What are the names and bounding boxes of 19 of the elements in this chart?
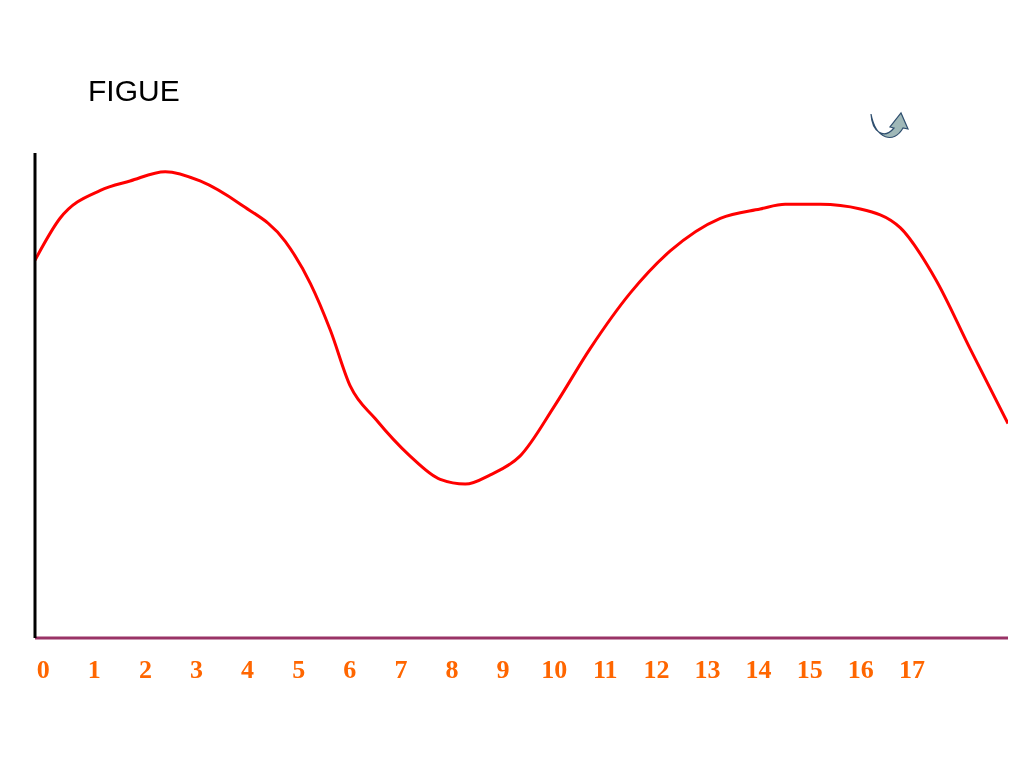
x-tick-label: 3 (189, 655, 203, 685)
x-tick-label: 13 (694, 655, 721, 685)
x-tick-label: 8 (445, 655, 459, 685)
x-tick-label: 11 (593, 655, 618, 685)
x-tick-label: 5 (292, 655, 306, 685)
x-tick-label: 16 (847, 655, 874, 685)
x-tick-label: 4 (241, 655, 255, 685)
x-tick-label: 6 (343, 655, 357, 685)
x-tick-label: 12 (643, 655, 670, 685)
x-tick-label: 0 (36, 655, 50, 685)
x-tick-label: 17 (898, 655, 925, 685)
x-tick-label: 9 (496, 655, 510, 685)
x-tick-label: 15 (796, 655, 823, 685)
x-tick-label: 14 (745, 655, 772, 685)
x-tick-label: 2 (138, 655, 152, 685)
chart-title: FIGUE (88, 74, 180, 108)
x-tick-label: 7 (394, 655, 408, 685)
x-tick-label: 10 (541, 655, 568, 685)
x-tick-label: 1 (87, 655, 101, 685)
